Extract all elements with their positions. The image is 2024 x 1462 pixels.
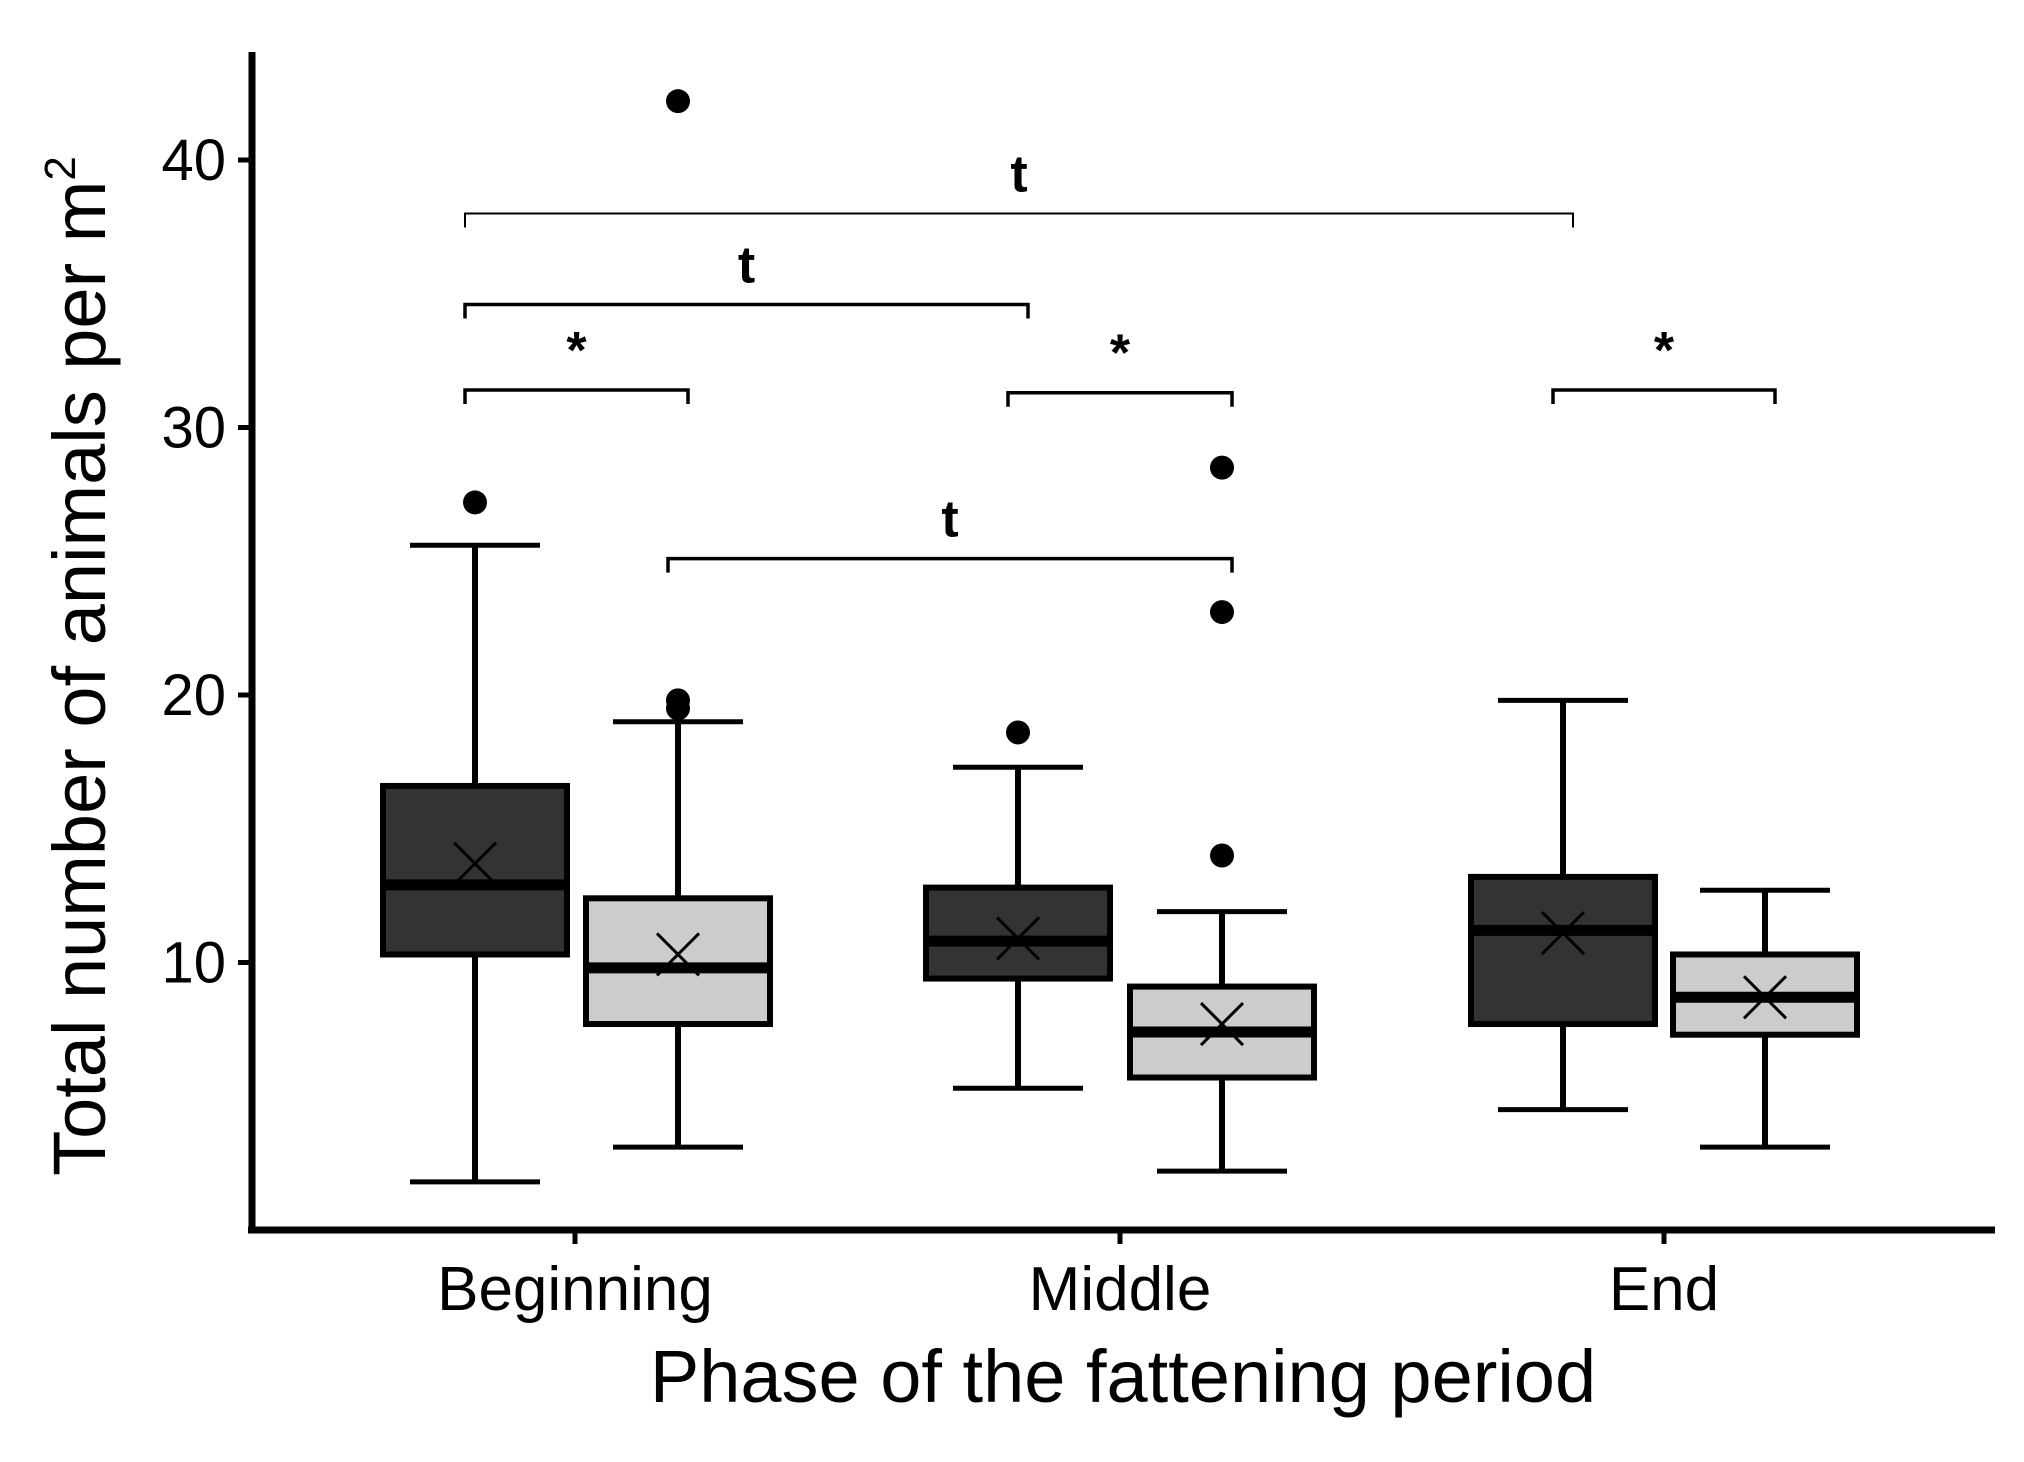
x-ticks: Beginning Middle End bbox=[437, 1230, 1719, 1324]
significance-bracket: t bbox=[463, 236, 1030, 319]
outlier-point bbox=[1006, 720, 1030, 745]
significance-bracket: * bbox=[1006, 325, 1234, 407]
y-tick-label: 30 bbox=[161, 396, 226, 461]
x-axis-title: Phase of the fattening period bbox=[650, 1335, 1596, 1418]
x-tick-label-beginning: Beginning bbox=[437, 1255, 713, 1324]
x-tick-label-middle: Middle bbox=[1029, 1255, 1212, 1324]
significance-bracket: t bbox=[666, 491, 1234, 573]
iqr-box bbox=[923, 884, 1113, 982]
mean-marker bbox=[1199, 1001, 1245, 1047]
outlier-point bbox=[463, 490, 487, 515]
significance-bracket-line bbox=[463, 302, 1030, 319]
iqr-box bbox=[1468, 873, 1658, 1028]
significance-bracket-line bbox=[1006, 390, 1234, 407]
mean-marker bbox=[452, 841, 498, 886]
significance-bracket: t bbox=[464, 146, 1574, 228]
significance-bracket-line bbox=[666, 556, 1234, 573]
y-tick-label: 10 bbox=[161, 931, 226, 996]
box-group-beginning-dark bbox=[380, 490, 570, 1185]
outlier-point bbox=[666, 688, 690, 713]
outlier-point bbox=[1210, 455, 1234, 480]
y-tick-label: 40 bbox=[161, 128, 226, 193]
mean-marker bbox=[1540, 911, 1586, 956]
plot-area: t t * * * t bbox=[380, 89, 1860, 1185]
significance-bracket-line bbox=[1551, 388, 1777, 405]
mean-marker bbox=[1742, 975, 1788, 1020]
box-group-end-dark bbox=[1468, 697, 1658, 1113]
significance-label: t bbox=[1010, 146, 1027, 204]
significance-label: * bbox=[1110, 325, 1131, 383]
mean-marker bbox=[995, 916, 1041, 961]
y-axis-title-superscript: 2 bbox=[36, 156, 85, 180]
iqr-box bbox=[583, 895, 773, 1028]
significance-label: * bbox=[566, 322, 587, 380]
significance-brackets: t t * * * t bbox=[463, 146, 1777, 573]
outlier-point bbox=[1210, 843, 1234, 868]
box-group-middle-light bbox=[1127, 455, 1317, 1174]
box-group-end-light bbox=[1670, 887, 1860, 1150]
y-ticks: 10 20 30 40 bbox=[161, 128, 252, 996]
significance-label: t bbox=[941, 491, 958, 549]
mean-marker bbox=[655, 932, 701, 977]
outlier-point bbox=[666, 89, 690, 114]
significance-bracket-line bbox=[463, 388, 690, 405]
significance-label: t bbox=[738, 236, 755, 294]
iqr-box bbox=[380, 782, 570, 958]
x-tick-label-end: End bbox=[1609, 1255, 1719, 1324]
y-tick-label: 20 bbox=[161, 663, 226, 728]
outlier-point bbox=[1210, 600, 1234, 625]
box-group-middle-dark bbox=[923, 720, 1113, 1091]
significance-label: * bbox=[1654, 322, 1675, 380]
significance-bracket-line bbox=[464, 212, 1574, 228]
box-group-beginning-light bbox=[583, 89, 773, 1150]
significance-bracket: * bbox=[1551, 322, 1777, 405]
boxes bbox=[380, 89, 1860, 1185]
significance-bracket: * bbox=[463, 322, 690, 405]
y-axis-title-main: Total number of animals per m bbox=[38, 181, 121, 1176]
y-axis-title: Total number of animals per m2 bbox=[36, 156, 121, 1176]
axes: 10 20 30 40 Beginning Middle End bbox=[161, 52, 1995, 1324]
